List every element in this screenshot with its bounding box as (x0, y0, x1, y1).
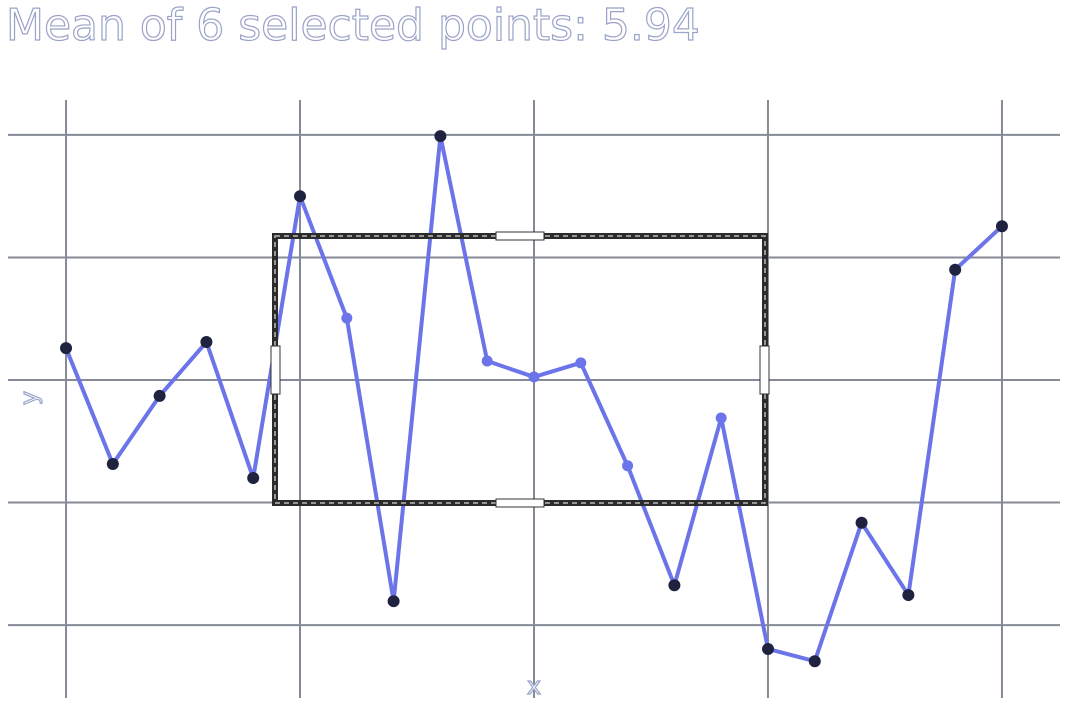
y-axis-label: y (15, 391, 43, 405)
point (387, 595, 400, 608)
handle-left[interactable] (270, 345, 281, 395)
point (855, 516, 868, 529)
selection-dash (274, 235, 766, 504)
point (995, 220, 1008, 233)
point (481, 355, 493, 367)
point (949, 263, 962, 276)
handle-bottom[interactable] (495, 498, 545, 508)
point (808, 655, 821, 668)
chart-title: Mean of 6 selected points: 5.94 (6, 0, 700, 51)
point (341, 312, 353, 324)
selection-box[interactable] (270, 231, 770, 508)
point (60, 342, 73, 355)
points (60, 130, 1008, 668)
handle-right[interactable] (759, 345, 770, 395)
point (153, 389, 166, 402)
point (106, 457, 119, 470)
point (668, 579, 681, 592)
x-axis-label: x (527, 672, 541, 700)
point (622, 460, 634, 472)
point (902, 589, 915, 602)
point (200, 336, 213, 349)
point (434, 130, 447, 143)
grid (8, 100, 1060, 698)
point (761, 642, 774, 655)
handle-top[interactable] (495, 231, 545, 241)
point (528, 371, 540, 383)
point (715, 412, 727, 424)
point (294, 190, 307, 203)
point (247, 472, 260, 485)
point (575, 357, 587, 369)
selection-border[interactable] (272, 233, 768, 506)
